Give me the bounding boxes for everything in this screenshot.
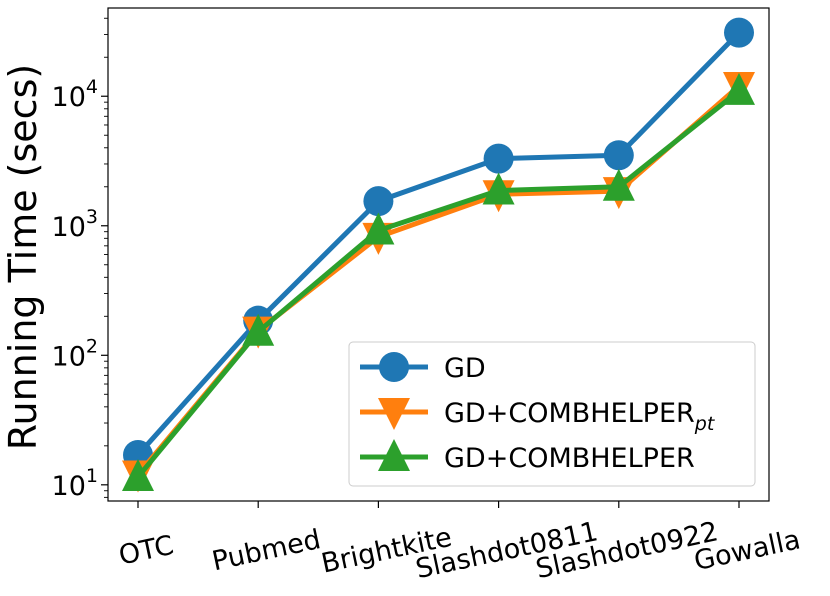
legend-marker [378,398,410,430]
y-tick-label: 104 [52,76,98,113]
data-point [603,140,634,171]
legend-box [348,341,756,487]
data-point [723,72,755,105]
y-axis-label: Running Time (secs) [1,64,45,450]
data-point [362,212,395,245]
data-point [242,313,275,346]
y-tick-label: 103 [52,206,98,243]
x-tick-label: OTC [116,530,176,572]
y-tick-label: 101 [52,465,98,502]
series-line [135,88,742,480]
data-point [482,172,515,205]
data-point [122,458,154,491]
legend-label: GD+COMBHELPERpt [444,398,716,435]
legend-marker [378,439,410,471]
data-point [363,186,394,217]
legend: GD GD+COMBHELPERpt GD+COMBHELPER [348,341,756,487]
legend-label: GD+COMBHELPER [444,443,695,474]
y-axis: 101 102 103 104 [52,17,108,502]
y-tick-label: 102 [52,335,98,372]
x-axis: OTC PubmedBrightkiteSlashdot0811Slashdot0… [116,501,803,585]
x-tick-label: Pubmed [209,524,323,577]
data-point [724,17,754,48]
legend-label: GD [444,353,486,384]
legend-marker [379,352,409,382]
series-line [135,30,742,458]
data-point [602,168,635,201]
series-2 [122,72,755,491]
data-layer [122,17,755,493]
data-point [483,143,514,174]
